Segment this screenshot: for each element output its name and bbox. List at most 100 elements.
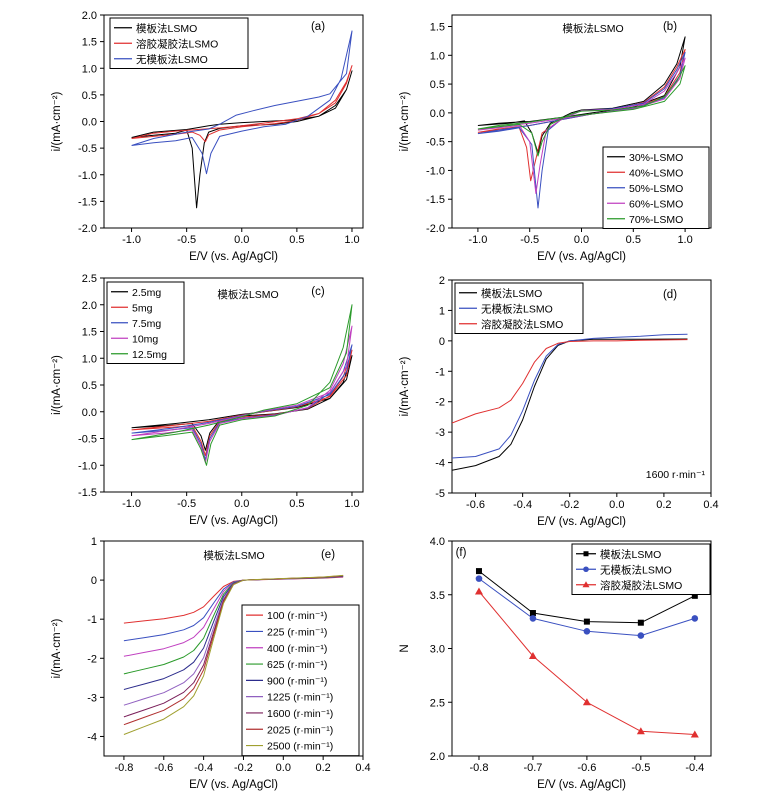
legend: 100 (r·min⁻¹) 225 (r·min⁻¹) 400 (r·min⁻¹) 6…: [241, 604, 360, 757]
series-line-3: [452, 339, 688, 424]
x-tick-label: 1.0: [677, 234, 692, 246]
legend-label: 5mg: [132, 302, 153, 314]
y-tick-label: -4: [87, 731, 97, 743]
series-group: [123, 574, 344, 735]
y-axis-label: i/(mA·cm⁻²): [399, 91, 411, 151]
x-tick-label: -1.0: [122, 498, 141, 510]
x-tick-label: 0.2: [656, 499, 671, 511]
y-tick-label: -2: [435, 397, 445, 409]
series-line-1: [131, 70, 353, 209]
y-tick-label: 2: [439, 275, 445, 287]
legend-label: 60%-LSMO: [629, 198, 683, 210]
y-tick-label: -1: [435, 366, 445, 378]
plot-frame: [103, 540, 364, 757]
y-tick-label: 2.0: [82, 300, 97, 312]
panel-annotation: 模板法LSMO: [562, 22, 623, 35]
data-point: [529, 615, 537, 622]
y-tick-label: -1: [87, 614, 97, 626]
legend-label: 溶胶凝胶法LSMO: [600, 579, 682, 592]
panel-label: (d): [663, 289, 677, 301]
y-tick-label: 1.0: [430, 50, 445, 62]
x-tick-label: 0.0: [609, 499, 624, 511]
legend-label: 900 (r·min⁻¹): [267, 675, 327, 687]
legend-label: 溶胶凝胶法LSMO: [481, 318, 563, 331]
y-tick-label: -5: [435, 488, 445, 500]
x-tick-label: -0.6: [466, 499, 485, 511]
legend-label: 无模板法LSMO: [136, 53, 208, 66]
legend: 2.5mg 5mg 7.5mg 10mg 12.5mg: [106, 281, 185, 364]
legend-label: 2.5mg: [132, 287, 161, 299]
x-tick-label: 0.5: [289, 234, 304, 246]
y-tick-label: 2.5: [430, 697, 445, 709]
legend-marker: [583, 566, 589, 573]
legend-label: 模板法LSMO: [600, 548, 661, 561]
data-point: [475, 568, 482, 575]
legend: 模板法LSMO 溶胶凝胶法LSMO 无模板法LSMO: [109, 17, 249, 69]
x-tick-label: 1.0: [344, 234, 359, 246]
plot-frame: [451, 279, 712, 494]
x-tick-label: -0.2: [234, 762, 253, 774]
panel-label: (e): [321, 549, 335, 561]
chart-d: -0.6 -0.4 -0.2 0.0 0.2 0.4 -5 -4 -3 -2 -1 0 1 2 E/V (v…: [399, 275, 719, 528]
x-tick-label: -1.0: [122, 234, 141, 246]
legend-label: 70%-LSMO: [629, 214, 683, 226]
y-tick-label: 0.5: [82, 90, 97, 102]
x-tick-label: 0.0: [276, 762, 291, 774]
x-axis-label: E/V (vs. Ag/AgCl): [537, 251, 626, 263]
panel-label: (c): [311, 286, 325, 298]
y-tick-label: 4.0: [430, 536, 445, 548]
x-axis-label: E/V (vs. Ag/AgCl): [189, 515, 278, 527]
y-tick-label: 0.0: [82, 407, 97, 419]
legend-label: 1600 (r·min⁻¹): [267, 708, 333, 720]
y-tick-label: 3.0: [430, 644, 445, 656]
legend-label: 12.5mg: [132, 349, 167, 361]
legend-label: 7.5mg: [132, 318, 161, 330]
y-tick-label: -1.5: [78, 196, 97, 208]
y-tick-label: -2.0: [426, 223, 445, 235]
data-point: [583, 628, 591, 635]
legend-label: 30%-LSMO: [629, 152, 683, 164]
legend-label: 2500 (r·min⁻¹): [267, 741, 333, 753]
data-point: [528, 652, 537, 660]
y-tick-label: 3.5: [430, 590, 445, 602]
x-tick-label: -0.5: [177, 234, 196, 246]
y-tick-label: -1.0: [426, 165, 445, 177]
legend-label: 溶胶凝胶法LSMO: [136, 37, 218, 50]
y-tick-label: 0.5: [430, 79, 445, 91]
series-group: [452, 333, 688, 471]
series-line-4: [477, 57, 686, 194]
y-tick-label: 1.5: [82, 327, 97, 339]
y-axis-label: i/(mA·cm⁻²): [51, 91, 63, 151]
y-tick-label: -1.0: [78, 460, 97, 472]
y-tick-label: -1.0: [78, 170, 97, 182]
x-axis-label: E/V (vs. Ag/AgCl): [537, 516, 626, 528]
x-tick-label: 0.4: [355, 762, 370, 774]
x-tick-label: 0.0: [574, 234, 589, 246]
legend-label: 2025 (r·min⁻¹): [267, 724, 333, 736]
y-tick-label: 0: [439, 336, 445, 348]
data-point: [691, 615, 699, 622]
legend: 模板法LSMO 无模板法LSMO 溶胶凝胶法LSMO: [571, 543, 711, 595]
y-tick-label: -3: [435, 427, 445, 439]
series-line-5: [131, 304, 353, 466]
y-tick-label: -0.5: [426, 137, 445, 149]
series-line-9: [123, 574, 344, 735]
legend: 模板法LSMO 无模板法LSMO 溶胶凝胶法LSMO: [454, 282, 584, 334]
chart-b: -1.0 -0.5 0.0 0.5 1.0 -2.0 -1.5 -1.0 -0.5 0.0 0.5 1…: [399, 14, 712, 263]
y-tick-label: 1: [439, 305, 445, 317]
y-tick-label: 2.0: [82, 10, 97, 22]
data-point: [474, 587, 483, 595]
x-tick-label: -0.7: [523, 762, 542, 774]
legend-label: 模板法LSMO: [481, 287, 542, 300]
data-point: [636, 727, 645, 735]
y-tick-label: -0.5: [78, 143, 97, 155]
legend-label: 625 (r·min⁻¹): [267, 659, 327, 671]
panel-label: (a): [311, 21, 325, 33]
data-point: [475, 575, 483, 582]
x-axis-label: E/V (vs. Ag/AgCl): [189, 779, 278, 791]
legend-label: 100 (r·min⁻¹): [267, 610, 327, 622]
y-tick-label: -3: [87, 692, 97, 704]
data-point: [529, 610, 536, 617]
series-line-3: [478, 591, 695, 735]
chart-a: -1.0 -0.5 0.0 0.5 1.0 -2.0 -1.5 -1.0 -0.5 0.0 0.5 1…: [51, 10, 364, 263]
